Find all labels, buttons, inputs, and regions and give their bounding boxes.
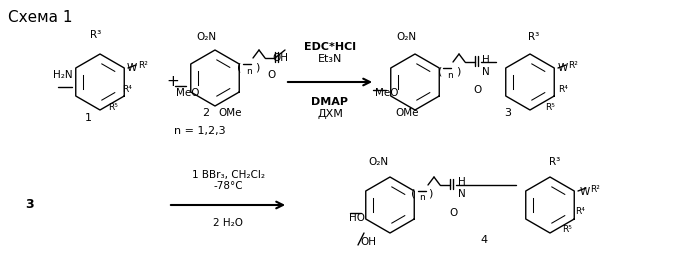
Text: R⁵: R⁵ <box>108 104 118 112</box>
Text: N: N <box>458 189 466 199</box>
Text: R⁵: R⁵ <box>562 225 572 234</box>
Text: EDC*HCl: EDC*HCl <box>304 42 356 52</box>
Text: R²: R² <box>568 60 578 69</box>
Text: O₂N: O₂N <box>196 32 216 42</box>
Text: DMAP: DMAP <box>311 97 348 107</box>
Text: O₂N: O₂N <box>396 32 416 42</box>
Text: R³: R³ <box>528 32 540 42</box>
Text: 2: 2 <box>202 108 209 118</box>
Text: H₂N: H₂N <box>53 70 73 80</box>
Text: ): ) <box>255 63 259 73</box>
Text: n: n <box>246 67 252 76</box>
Text: R³: R³ <box>549 157 560 167</box>
Text: OH: OH <box>360 237 376 247</box>
Text: 1 BBr₃, CH₂Cl₂: 1 BBr₃, CH₂Cl₂ <box>191 170 265 180</box>
Text: O: O <box>449 208 457 218</box>
Text: n: n <box>419 192 425 202</box>
Text: R³: R³ <box>90 30 102 40</box>
Text: (: ( <box>411 188 415 198</box>
Text: 4: 4 <box>480 235 488 245</box>
Text: O: O <box>267 70 275 80</box>
Text: 3: 3 <box>26 198 34 211</box>
Text: +: + <box>167 75 179 89</box>
Text: R⁴: R⁴ <box>558 85 568 95</box>
Text: ): ) <box>428 188 432 198</box>
Text: W: W <box>558 63 568 73</box>
Text: R⁴: R⁴ <box>575 208 585 217</box>
Text: Схема 1: Схема 1 <box>8 10 73 25</box>
Text: Et₃N: Et₃N <box>318 54 342 64</box>
Text: W: W <box>580 187 591 197</box>
Text: OH: OH <box>272 53 288 63</box>
Text: (: ( <box>237 63 242 73</box>
Text: 2 H₂O: 2 H₂O <box>213 218 243 228</box>
Text: H: H <box>458 177 466 187</box>
Text: R⁵: R⁵ <box>545 104 555 112</box>
Text: H: H <box>482 55 490 65</box>
Text: OMe: OMe <box>395 108 419 118</box>
Text: 1: 1 <box>84 113 91 123</box>
Text: ДХМ: ДХМ <box>317 109 343 119</box>
Text: HO: HO <box>349 213 365 223</box>
Text: O: O <box>474 85 482 95</box>
Text: OMe: OMe <box>218 108 242 118</box>
Text: (: ( <box>438 67 443 77</box>
Text: 3: 3 <box>505 108 512 118</box>
Text: R²: R² <box>138 60 148 69</box>
Text: MeO: MeO <box>176 88 200 98</box>
Text: W: W <box>127 63 138 73</box>
Text: n = 1,2,3: n = 1,2,3 <box>174 126 226 136</box>
Text: ): ) <box>456 67 460 77</box>
Text: O₂N: O₂N <box>368 157 388 167</box>
Text: -78°C: -78°C <box>213 181 243 191</box>
Text: R²: R² <box>590 185 600 193</box>
Text: N: N <box>482 67 490 77</box>
Text: MeO: MeO <box>375 88 399 98</box>
Text: n: n <box>447 72 453 80</box>
Text: R⁴: R⁴ <box>122 85 132 95</box>
